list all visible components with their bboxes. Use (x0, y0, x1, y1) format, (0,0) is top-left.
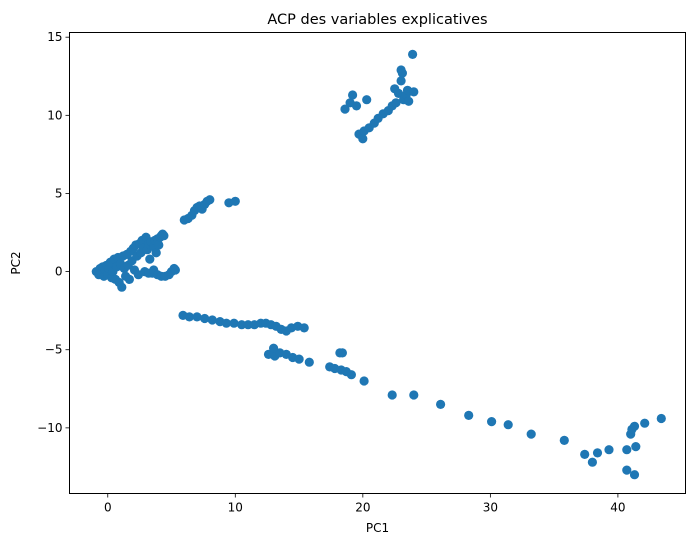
data-point (464, 410, 474, 420)
data-point (393, 88, 404, 98)
data-point (207, 315, 217, 325)
data-point (391, 98, 401, 108)
data-point (387, 390, 397, 400)
x-tick-label: 40 (610, 501, 625, 515)
data-point (348, 90, 358, 100)
y-tick-label: 15 (47, 30, 62, 44)
x-tick-label: 30 (483, 501, 498, 515)
plot-frame (69, 32, 686, 494)
data-point (362, 95, 372, 105)
data-point (396, 76, 406, 86)
data-point (409, 390, 419, 400)
data-point (526, 429, 536, 439)
data-point (404, 96, 414, 106)
data-point (269, 343, 279, 353)
data-point (436, 399, 446, 409)
data-point (337, 348, 347, 358)
data-point (631, 442, 641, 452)
y-axis-label: PC2 (9, 251, 23, 274)
data-point (640, 418, 650, 428)
y-tick-label: 5 (55, 186, 63, 200)
data-point (397, 68, 407, 78)
data-point (359, 376, 369, 386)
x-tick-label: 0 (104, 501, 112, 515)
x-tick-label: 10 (228, 501, 243, 515)
scatter-points (91, 49, 666, 480)
y-tick-label: 0 (55, 265, 63, 279)
x-tick-label: 20 (355, 501, 370, 515)
data-point (604, 445, 614, 455)
data-point (170, 265, 180, 275)
data-point (192, 312, 202, 322)
data-point (230, 196, 240, 206)
data-point (487, 417, 497, 427)
data-point (221, 318, 231, 328)
data-point (200, 313, 210, 324)
data-point (154, 240, 164, 250)
y-tick-label: −5 (45, 343, 63, 357)
data-point (184, 312, 194, 322)
x-axis: 0 10 20 30 40 (104, 493, 626, 515)
data-point (409, 87, 419, 97)
data-point (559, 435, 569, 445)
data-point (351, 101, 362, 111)
y-tick-label: −10 (37, 421, 62, 435)
data-point (503, 420, 513, 430)
data-point (229, 318, 239, 328)
data-point (340, 104, 350, 114)
data-point (587, 457, 598, 467)
chart-title: ACP des variables explicatives (267, 12, 487, 28)
data-point (294, 354, 304, 364)
data-point (358, 134, 368, 144)
data-point (243, 320, 253, 330)
data-point (304, 357, 314, 367)
data-point (124, 274, 134, 284)
data-point (622, 465, 632, 475)
data-point (237, 320, 247, 330)
data-point (408, 49, 418, 60)
data-point (205, 195, 215, 205)
data-point (151, 248, 161, 258)
data-point (622, 445, 632, 455)
data-point (299, 323, 309, 333)
y-axis: −10 −5 0 5 10 15 (37, 30, 70, 435)
data-point (117, 282, 127, 292)
x-axis-label: PC1 (366, 521, 389, 535)
y-tick-label: 10 (47, 108, 62, 122)
data-point (629, 421, 640, 431)
data-point (629, 470, 640, 480)
data-point (580, 449, 590, 459)
data-point (145, 254, 155, 264)
data-point (656, 413, 666, 424)
data-point (159, 231, 169, 241)
data-point (346, 370, 356, 380)
data-point (592, 448, 603, 458)
